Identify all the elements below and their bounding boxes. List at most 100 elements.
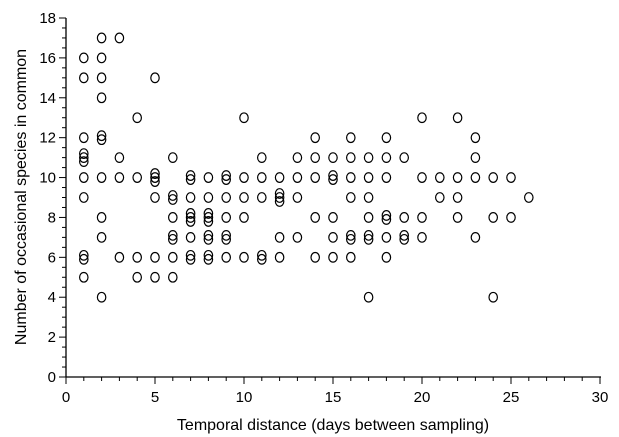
data-point <box>96 92 107 104</box>
data-point <box>168 233 178 245</box>
data-point <box>488 212 498 223</box>
data-point <box>274 172 285 183</box>
data-point <box>168 212 178 223</box>
data-point <box>114 172 125 183</box>
data-point <box>292 231 303 243</box>
x-tick-label: 25 <box>503 389 520 406</box>
data-point <box>345 132 356 144</box>
data-point <box>399 152 409 164</box>
x-tick-label: 15 <box>325 389 342 406</box>
data-point <box>274 192 285 203</box>
data-point <box>96 32 107 44</box>
data-point <box>168 194 178 205</box>
data-point <box>150 172 160 183</box>
x-tick-label: 5 <box>151 389 159 406</box>
y-tick-label: 10 <box>39 170 56 187</box>
data-point <box>150 251 160 263</box>
data-point <box>239 172 249 183</box>
data-point <box>150 176 160 187</box>
data-point <box>239 192 249 203</box>
data-point <box>274 231 285 243</box>
data-point <box>203 208 214 219</box>
data-point <box>417 172 427 183</box>
data-point <box>114 251 125 263</box>
data-point <box>256 253 267 265</box>
data-point <box>221 174 231 185</box>
data-point <box>185 170 196 181</box>
data-point <box>452 112 463 124</box>
data-point <box>168 229 178 241</box>
data-point <box>203 172 214 183</box>
data-point <box>132 172 142 183</box>
data-point <box>417 212 427 223</box>
data-point <box>399 233 409 245</box>
data-point <box>363 233 374 245</box>
data-point <box>310 132 320 144</box>
data-point <box>168 190 178 201</box>
y-tick-label: 8 <box>48 209 56 226</box>
data-point <box>96 72 107 84</box>
data-point <box>363 192 374 203</box>
data-point <box>79 192 89 203</box>
data-point <box>185 253 196 265</box>
data-point <box>381 251 392 263</box>
data-point <box>239 251 249 263</box>
data-point <box>256 192 267 203</box>
data-point <box>310 172 320 183</box>
data-point <box>185 174 196 185</box>
data-point <box>239 112 249 124</box>
data-point <box>203 233 214 245</box>
data-point <box>185 192 196 203</box>
data-point <box>345 152 356 164</box>
data-point <box>417 112 427 124</box>
data-point <box>203 229 214 241</box>
data-point <box>381 152 392 164</box>
data-point <box>381 172 392 183</box>
data-point <box>381 210 392 221</box>
data-point <box>150 192 160 203</box>
data-point <box>345 233 356 245</box>
data-point <box>399 212 409 223</box>
data-point <box>345 229 356 241</box>
x-tick-label: 0 <box>62 389 70 406</box>
data-point <box>203 216 214 227</box>
data-points <box>79 32 534 303</box>
data-point <box>363 172 374 183</box>
data-point <box>168 251 178 263</box>
data-point <box>345 192 356 203</box>
data-point <box>363 212 374 223</box>
data-point <box>328 231 338 243</box>
data-point <box>310 152 320 164</box>
data-point <box>292 172 303 183</box>
data-point <box>328 251 338 263</box>
data-point <box>434 172 445 183</box>
data-point <box>523 192 534 203</box>
data-point <box>168 152 178 164</box>
data-point <box>292 152 303 164</box>
data-point <box>185 231 196 243</box>
data-point <box>381 214 392 225</box>
data-point <box>399 229 409 241</box>
data-point <box>185 249 196 261</box>
data-point <box>132 271 142 283</box>
data-point <box>96 291 107 303</box>
data-point <box>328 152 338 164</box>
data-point <box>328 174 338 185</box>
data-point <box>114 152 125 164</box>
x-axis-title: Temporal distance (days between sampling… <box>177 417 489 434</box>
data-point <box>506 212 516 223</box>
data-point <box>256 172 267 183</box>
x-tick-label: 10 <box>236 389 253 406</box>
data-point <box>452 212 463 223</box>
data-point <box>79 152 89 164</box>
data-point <box>328 170 338 181</box>
data-point <box>488 172 498 183</box>
data-point <box>150 72 160 84</box>
data-point <box>470 132 481 144</box>
data-point <box>470 172 481 183</box>
data-point <box>132 251 142 263</box>
data-point <box>79 172 89 183</box>
data-point <box>221 251 231 263</box>
data-point <box>79 156 89 168</box>
